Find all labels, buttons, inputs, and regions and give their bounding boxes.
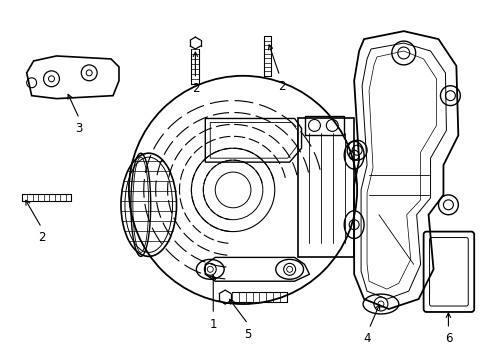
Text: 4: 4 (363, 332, 370, 345)
Text: 2: 2 (191, 82, 199, 95)
Text: 2: 2 (277, 80, 285, 93)
Text: 5: 5 (244, 328, 251, 341)
Text: 6: 6 (444, 332, 451, 345)
Text: 1: 1 (209, 318, 217, 331)
Text: 2: 2 (38, 231, 45, 244)
Text: 3: 3 (76, 122, 83, 135)
